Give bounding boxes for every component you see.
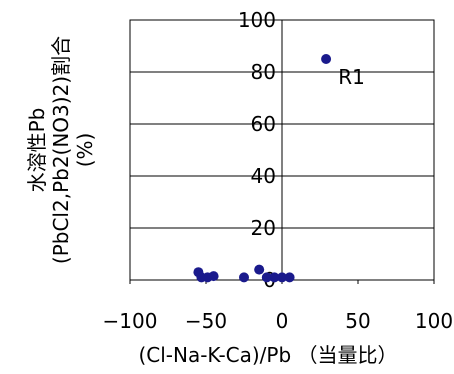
y-axis-title-line-2: (PbCl2,Pb2(NO3)2)割合 xyxy=(49,36,73,264)
annotation-label-0: R1 xyxy=(338,65,365,89)
annotations: R1 xyxy=(338,65,365,89)
x-tick-labels: −100 −50 0 50 100 xyxy=(103,309,454,333)
data-point-10 xyxy=(284,272,295,283)
data-point-8 xyxy=(269,272,280,283)
data-point-0 xyxy=(321,54,332,64)
data-point-6 xyxy=(254,264,265,275)
y-tick-label-3: 60 xyxy=(251,112,276,136)
x-axis-title: (Cl-Na-K-Ca)/Pb （当量比） xyxy=(138,343,397,367)
y-tick-label-4: 80 xyxy=(251,60,276,84)
y-axis-title-line-3: (%) xyxy=(73,133,97,168)
data-point-5 xyxy=(239,272,249,283)
y-axis-title: 水溶性Pb (PbCl2,Pb2(NO3)2)割合 (%) xyxy=(25,36,97,264)
data-point-7 xyxy=(261,272,272,283)
y-tick-labels: 020406080100 xyxy=(238,8,276,292)
x-tick-label-4: 100 xyxy=(415,309,453,333)
y-tick-label-2: 40 xyxy=(251,164,276,188)
x-tick-label-1: −50 xyxy=(185,309,227,333)
data-points xyxy=(193,54,332,283)
y-tick-label-5: 100 xyxy=(238,8,276,32)
x-tick-label-0: −100 xyxy=(103,309,158,333)
x-tick-label-3: 50 xyxy=(345,309,370,333)
data-point-9 xyxy=(277,272,287,283)
y-tick-label-1: 20 xyxy=(251,216,276,240)
x-tick-label-2: 0 xyxy=(276,309,289,333)
data-point-4 xyxy=(208,271,219,282)
y-axis-title-line-1: 水溶性Pb xyxy=(25,108,49,193)
